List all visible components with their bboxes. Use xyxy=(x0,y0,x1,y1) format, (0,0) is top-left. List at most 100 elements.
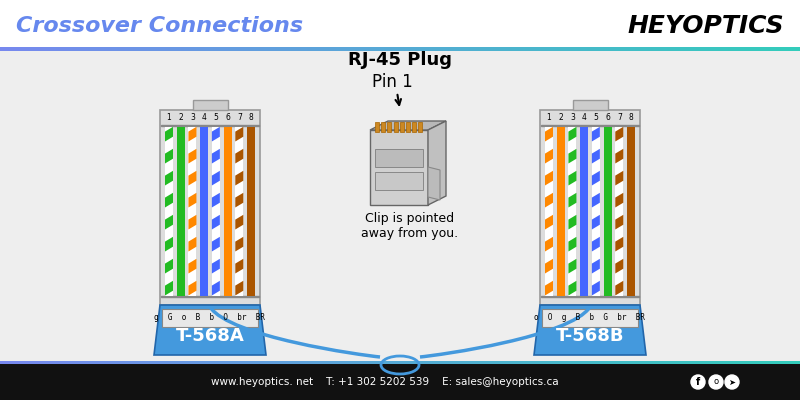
Bar xyxy=(270,47,273,51)
Bar xyxy=(64,361,67,364)
Bar xyxy=(146,47,150,51)
Bar xyxy=(506,47,510,51)
Bar xyxy=(194,47,198,51)
Bar xyxy=(235,126,243,296)
Bar xyxy=(387,122,391,132)
Text: Clip is pointed
away from you.: Clip is pointed away from you. xyxy=(362,212,458,240)
Bar xyxy=(160,47,163,51)
Bar xyxy=(424,361,427,364)
Bar xyxy=(490,47,494,51)
Bar xyxy=(576,361,579,364)
Bar xyxy=(414,361,417,364)
Polygon shape xyxy=(545,149,553,164)
Bar xyxy=(798,361,800,364)
Bar xyxy=(600,47,603,51)
Bar xyxy=(406,361,409,364)
Polygon shape xyxy=(165,149,173,164)
Bar xyxy=(402,361,406,364)
Bar xyxy=(46,47,49,51)
Bar xyxy=(504,361,507,364)
Bar xyxy=(640,361,643,364)
Bar xyxy=(766,47,769,51)
Bar xyxy=(114,47,118,51)
Bar xyxy=(458,47,462,51)
Bar xyxy=(254,47,257,51)
Bar xyxy=(270,361,273,364)
Bar xyxy=(280,361,283,364)
Bar xyxy=(557,126,565,296)
Bar xyxy=(122,361,126,364)
Bar xyxy=(478,47,481,51)
Bar xyxy=(746,361,750,364)
Polygon shape xyxy=(615,127,623,142)
Bar xyxy=(82,47,86,51)
Bar xyxy=(160,110,260,305)
Bar xyxy=(770,361,774,364)
Bar xyxy=(22,361,25,364)
Bar xyxy=(778,47,782,51)
Bar xyxy=(6,47,9,51)
Polygon shape xyxy=(545,215,553,230)
Bar xyxy=(310,361,313,364)
Bar xyxy=(66,361,70,364)
Bar xyxy=(712,47,715,51)
Bar xyxy=(256,361,259,364)
Bar xyxy=(62,361,65,364)
Bar xyxy=(382,361,385,364)
Bar xyxy=(74,361,78,364)
Bar xyxy=(90,47,94,51)
Bar xyxy=(626,361,630,364)
Bar xyxy=(650,361,654,364)
Bar xyxy=(216,47,219,51)
Bar xyxy=(584,361,587,364)
Bar xyxy=(14,361,17,364)
Bar xyxy=(536,47,539,51)
Bar xyxy=(674,47,678,51)
Polygon shape xyxy=(569,281,577,296)
Polygon shape xyxy=(545,259,553,274)
Bar xyxy=(154,47,158,51)
Polygon shape xyxy=(569,215,577,230)
Bar xyxy=(258,361,262,364)
Bar xyxy=(434,361,438,364)
Bar xyxy=(174,47,177,51)
Text: o  O  g  B  b  G  br  BR: o O g B b G br BR xyxy=(534,314,646,322)
Bar xyxy=(494,361,497,364)
Bar xyxy=(718,47,721,51)
Bar xyxy=(526,47,529,51)
Bar xyxy=(656,361,659,364)
Bar xyxy=(298,47,302,51)
Bar xyxy=(426,361,430,364)
Bar xyxy=(762,361,766,364)
Bar xyxy=(502,361,505,364)
Bar xyxy=(541,124,639,126)
Bar xyxy=(615,126,623,296)
Bar xyxy=(538,361,542,364)
Bar xyxy=(342,361,345,364)
Bar xyxy=(786,47,790,51)
Bar xyxy=(546,47,550,51)
Bar xyxy=(718,361,721,364)
Bar xyxy=(754,361,758,364)
Bar xyxy=(230,47,233,51)
Bar xyxy=(272,361,275,364)
Bar xyxy=(696,361,699,364)
Bar xyxy=(192,361,195,364)
Bar xyxy=(375,149,423,167)
Bar xyxy=(136,361,139,364)
Polygon shape xyxy=(212,149,220,164)
Bar xyxy=(110,361,113,364)
Bar xyxy=(614,361,617,364)
Bar xyxy=(472,361,475,364)
Bar xyxy=(670,47,673,51)
Polygon shape xyxy=(615,215,623,230)
Bar xyxy=(768,47,771,51)
Bar xyxy=(538,47,542,51)
Bar xyxy=(730,361,734,364)
Bar xyxy=(326,361,329,364)
Bar xyxy=(606,361,609,364)
Polygon shape xyxy=(592,237,600,252)
Bar xyxy=(574,47,577,51)
Bar xyxy=(168,361,171,364)
Bar xyxy=(386,47,390,51)
